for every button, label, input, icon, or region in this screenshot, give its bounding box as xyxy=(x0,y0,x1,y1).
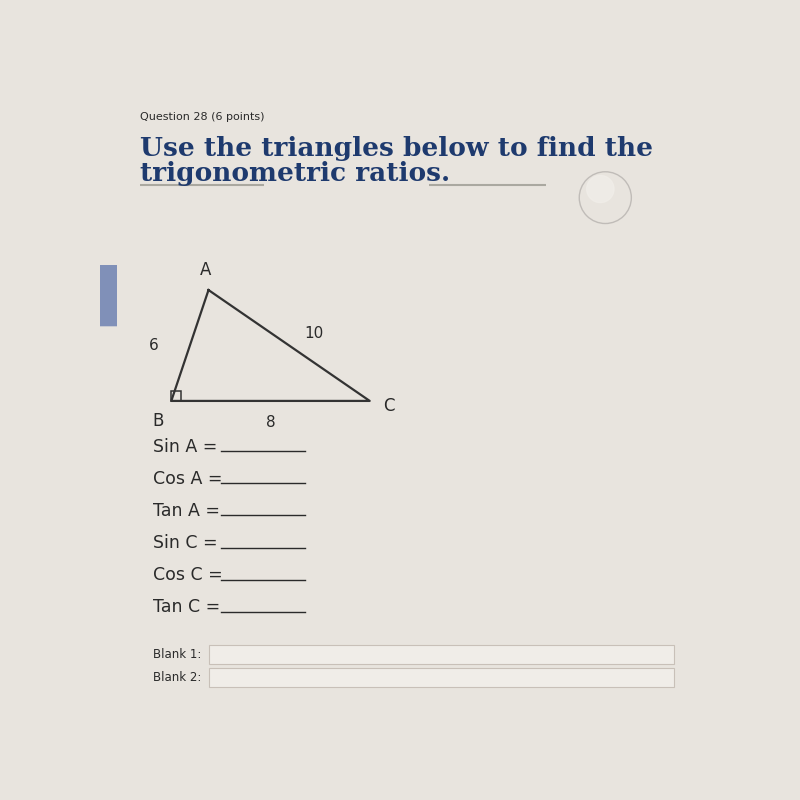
Text: Blank 2:: Blank 2: xyxy=(153,671,201,684)
Circle shape xyxy=(586,175,614,202)
Text: Cos C =: Cos C = xyxy=(153,566,228,584)
Bar xyxy=(209,646,674,664)
Text: Use the triangles below to find the: Use the triangles below to find the xyxy=(140,136,654,161)
Text: trigonometric ratios.: trigonometric ratios. xyxy=(140,161,450,186)
Bar xyxy=(209,668,674,686)
Text: Cos A =: Cos A = xyxy=(153,470,228,488)
Text: Sin C =: Sin C = xyxy=(153,534,223,552)
Text: A: A xyxy=(200,261,211,279)
Text: C: C xyxy=(383,397,395,415)
Bar xyxy=(171,391,182,401)
Text: Tan C =: Tan C = xyxy=(153,598,226,616)
Text: Tan A =: Tan A = xyxy=(153,502,226,520)
Polygon shape xyxy=(100,327,118,336)
Bar xyxy=(100,266,118,327)
Text: 8: 8 xyxy=(266,415,275,430)
Text: Blank 1:: Blank 1: xyxy=(153,648,201,662)
Text: Sin A =: Sin A = xyxy=(153,438,222,456)
Text: 10: 10 xyxy=(305,326,324,341)
Circle shape xyxy=(579,172,631,223)
Text: B: B xyxy=(152,412,163,430)
Text: 6: 6 xyxy=(149,338,159,353)
Text: Question 28 (6 points): Question 28 (6 points) xyxy=(140,112,265,122)
